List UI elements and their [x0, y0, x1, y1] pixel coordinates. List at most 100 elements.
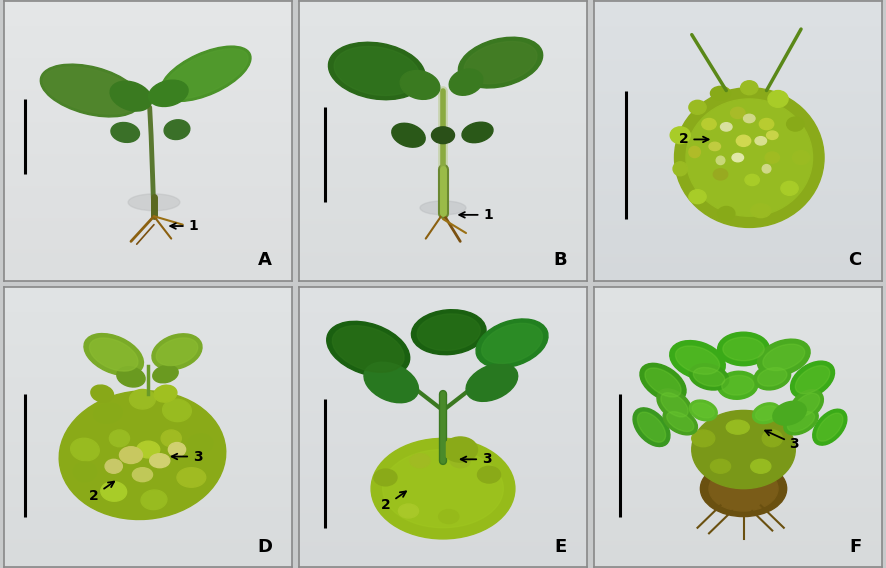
Ellipse shape — [439, 509, 459, 524]
Ellipse shape — [755, 137, 766, 145]
Ellipse shape — [663, 408, 697, 435]
Text: B: B — [553, 251, 567, 269]
Ellipse shape — [374, 469, 397, 486]
Ellipse shape — [723, 337, 765, 361]
Ellipse shape — [450, 454, 470, 467]
Ellipse shape — [136, 441, 159, 458]
Text: 2: 2 — [381, 491, 406, 512]
Ellipse shape — [709, 142, 720, 151]
Ellipse shape — [111, 123, 139, 143]
Ellipse shape — [154, 385, 177, 402]
Ellipse shape — [128, 194, 180, 211]
Ellipse shape — [334, 47, 420, 95]
Ellipse shape — [754, 364, 790, 390]
Ellipse shape — [692, 411, 796, 488]
Ellipse shape — [101, 482, 127, 501]
Ellipse shape — [790, 361, 835, 398]
Text: D: D — [257, 538, 272, 556]
Ellipse shape — [462, 122, 493, 143]
Ellipse shape — [105, 460, 122, 473]
Ellipse shape — [743, 114, 755, 123]
Ellipse shape — [762, 430, 782, 447]
Ellipse shape — [71, 438, 99, 461]
Ellipse shape — [84, 333, 144, 375]
Ellipse shape — [94, 403, 122, 423]
Ellipse shape — [709, 466, 778, 511]
Ellipse shape — [640, 364, 686, 402]
Text: E: E — [555, 538, 567, 556]
Ellipse shape — [657, 389, 692, 421]
Ellipse shape — [756, 406, 778, 421]
Ellipse shape — [790, 390, 823, 420]
Ellipse shape — [141, 490, 167, 509]
Ellipse shape — [689, 147, 701, 157]
Ellipse shape — [633, 408, 670, 446]
Ellipse shape — [443, 437, 478, 462]
Ellipse shape — [727, 420, 750, 434]
Ellipse shape — [689, 190, 706, 204]
Ellipse shape — [160, 46, 251, 102]
Text: 3: 3 — [461, 452, 492, 466]
Ellipse shape — [674, 87, 824, 227]
Ellipse shape — [59, 391, 226, 520]
Ellipse shape — [464, 41, 537, 83]
Ellipse shape — [383, 449, 503, 528]
Ellipse shape — [718, 207, 734, 220]
Ellipse shape — [482, 323, 542, 364]
Ellipse shape — [364, 362, 418, 403]
Ellipse shape — [168, 442, 185, 457]
Ellipse shape — [152, 365, 178, 383]
Ellipse shape — [794, 393, 820, 416]
Ellipse shape — [689, 101, 706, 114]
Ellipse shape — [686, 99, 812, 216]
Ellipse shape — [120, 447, 143, 463]
Ellipse shape — [177, 467, 206, 487]
Ellipse shape — [673, 162, 688, 176]
Ellipse shape — [759, 119, 773, 130]
Ellipse shape — [732, 153, 743, 162]
Text: 2: 2 — [679, 132, 709, 147]
Ellipse shape — [417, 314, 480, 350]
Ellipse shape — [750, 460, 771, 473]
Ellipse shape — [718, 371, 758, 399]
Ellipse shape — [745, 174, 759, 186]
Text: 1: 1 — [459, 208, 493, 222]
Ellipse shape — [692, 430, 715, 447]
Ellipse shape — [766, 152, 780, 163]
Ellipse shape — [670, 341, 726, 379]
Ellipse shape — [711, 460, 731, 473]
Ellipse shape — [796, 366, 830, 394]
Ellipse shape — [692, 403, 714, 418]
Text: 2: 2 — [89, 482, 114, 503]
Ellipse shape — [750, 204, 771, 218]
Ellipse shape — [788, 412, 814, 432]
Ellipse shape — [449, 69, 483, 95]
Ellipse shape — [781, 181, 798, 195]
Ellipse shape — [476, 319, 548, 367]
Ellipse shape — [132, 467, 152, 482]
Ellipse shape — [466, 364, 517, 402]
Ellipse shape — [156, 338, 198, 366]
Ellipse shape — [731, 107, 745, 119]
Ellipse shape — [91, 385, 113, 402]
Text: C: C — [848, 251, 861, 269]
Ellipse shape — [187, 434, 213, 454]
Text: A: A — [258, 251, 272, 269]
Ellipse shape — [741, 81, 758, 95]
Ellipse shape — [152, 334, 202, 370]
Ellipse shape — [736, 135, 750, 147]
Ellipse shape — [327, 321, 409, 377]
Text: 1: 1 — [170, 219, 198, 233]
Ellipse shape — [758, 367, 787, 386]
Text: 3: 3 — [766, 431, 799, 451]
Ellipse shape — [458, 37, 542, 88]
Ellipse shape — [163, 399, 191, 421]
Ellipse shape — [812, 409, 847, 445]
Ellipse shape — [40, 64, 141, 117]
Ellipse shape — [74, 462, 97, 482]
Ellipse shape — [722, 375, 754, 395]
Ellipse shape — [89, 338, 138, 371]
Ellipse shape — [713, 169, 727, 180]
Ellipse shape — [400, 70, 439, 99]
Ellipse shape — [329, 42, 425, 100]
